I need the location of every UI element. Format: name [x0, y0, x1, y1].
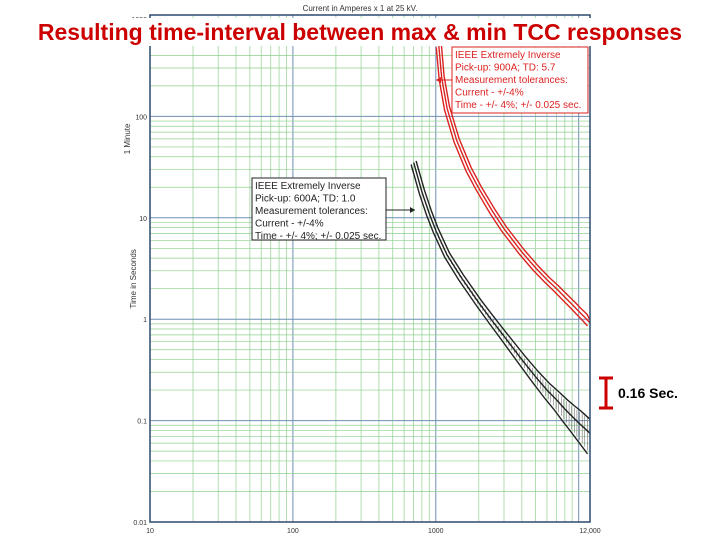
- x-tick-label: 12,000: [579, 528, 601, 535]
- one-minute-label: 1 Minute: [123, 123, 132, 154]
- nominal-tcc-curve: [438, 45, 591, 324]
- tolerance-max-curve: [415, 160, 591, 420]
- y-axis-title: Time in Seconds: [129, 249, 138, 308]
- x-axis-title: Current in Amperes x 1 at 25 kV.: [303, 4, 418, 13]
- legend-box: IEEE Extremely Inverse Pick-up: 600A; TD:…: [251, 177, 415, 242]
- legend-box-line: Pick-up: 900A; TD: 5.7: [455, 63, 556, 74]
- legend-box-line: Current - +/-4%: [255, 219, 324, 230]
- legend-pointer-arrow: [410, 207, 415, 213]
- tolerance-min-curve: [435, 47, 589, 327]
- legend-box-frame: [251, 177, 387, 241]
- legend-box-line: IEEE Extremely Inverse: [255, 181, 361, 192]
- y-tick-label: 100: [135, 114, 147, 121]
- legend-box: IEEE Extremely Inverse Pick-up: 900A; TD:…: [436, 46, 589, 114]
- legend-box-line: Time - +/- 4%; +/- 0.025 sec.: [455, 100, 581, 111]
- legend-pointer-arrow: [436, 77, 441, 83]
- tolerance-min-curve: [410, 164, 589, 455]
- interval-annotation: 0.16 Sec.: [599, 376, 678, 410]
- legend-box-frame: [451, 46, 589, 114]
- legend-box-line: Pick-up: 600A; TD: 1.0: [255, 194, 356, 205]
- x-tick-label: 1000: [428, 528, 444, 535]
- legend-box-line: IEEE Extremely Inverse: [455, 50, 561, 61]
- y-tick-label: 0.01: [133, 520, 147, 527]
- legend-box-line: Measurement tolerances:: [455, 75, 568, 86]
- tcc-curves: [410, 43, 591, 455]
- grid-lines: [149, 14, 590, 523]
- tolerance-max-curve: [440, 43, 591, 321]
- y-tick-label: 0.1: [137, 419, 147, 426]
- y-tick-label: 1: [143, 317, 147, 324]
- plot-frame: [149, 14, 591, 523]
- legend-box-line: Measurement tolerances:: [255, 206, 368, 217]
- x-tick-label: 10: [146, 528, 154, 535]
- x-tick-label: 100: [287, 528, 299, 535]
- legend-box-line: Time - +/- 4%; +/- 0.025 sec.: [255, 231, 381, 242]
- interval-label: 0.16 Sec.: [618, 385, 678, 401]
- nominal-tcc-curve: [413, 162, 591, 434]
- y-tick-label: 10: [139, 216, 147, 223]
- legend-boxes: IEEE Extremely Inverse Pick-up: 900A; TD:…: [251, 46, 589, 242]
- slide-title: Resulting time-interval between max & mi…: [0, 18, 720, 46]
- legend-box-line: Current - +/-4%: [455, 88, 524, 99]
